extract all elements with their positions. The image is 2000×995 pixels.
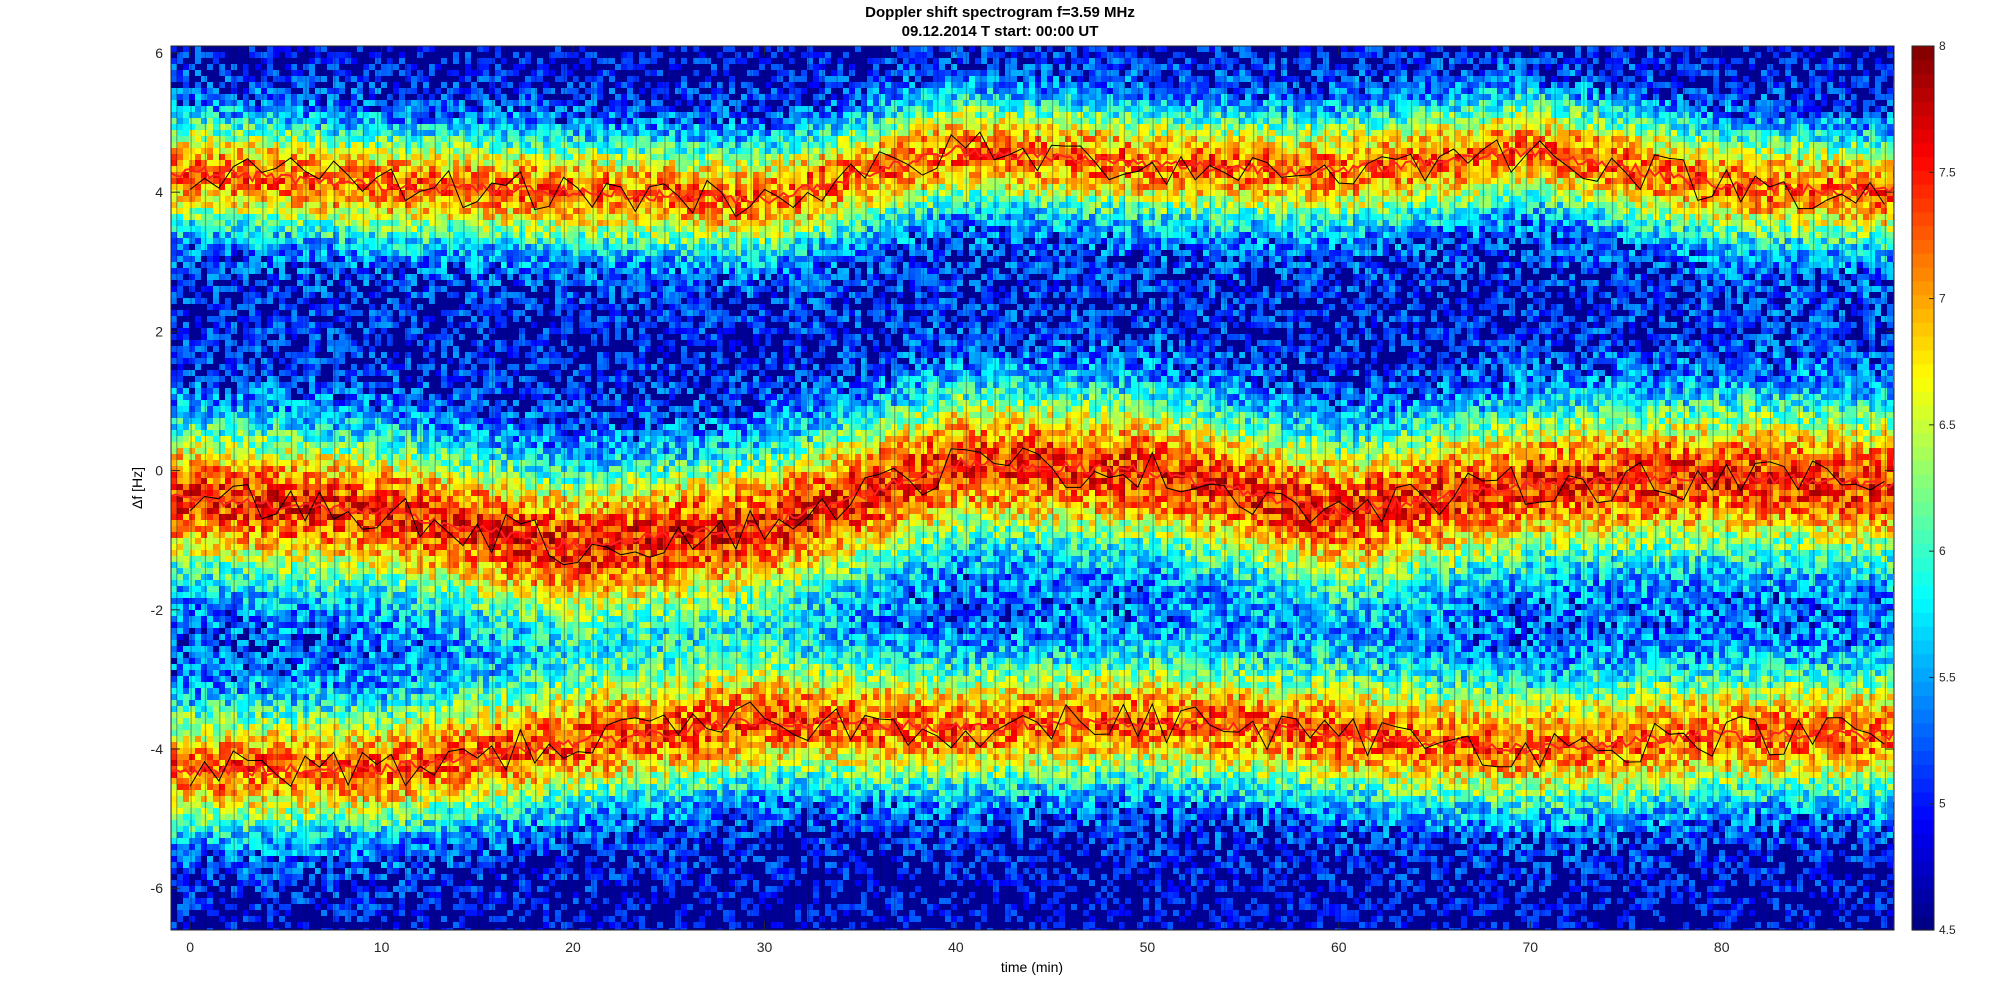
colorbar-segment [1912,916,1934,930]
colorbar-tick-label: 8 [1939,39,1946,53]
spectrogram-heatmap [171,46,1899,934]
colorbar-segment [1912,543,1934,557]
colorbar-segment [1912,115,1934,129]
colorbar-segment [1912,695,1934,709]
colorbar-segment [1912,74,1934,88]
colorbar-segment [1912,585,1934,599]
y-tick-label: -4 [151,741,164,757]
colorbar-segment [1912,612,1934,626]
colorbar-segment [1912,198,1934,212]
colorbar-segment [1912,640,1934,654]
y-axis-label: Δf [Hz] [129,467,145,509]
y-tick-label: 4 [155,184,163,200]
colorbar-tick-label: 6.5 [1939,418,1956,432]
colorbar-segment [1912,336,1934,350]
colorbar-segment [1912,433,1934,447]
colorbar-segment [1912,529,1934,543]
x-tick-label: 40 [948,939,964,955]
colorbar-tick-label: 5 [1939,797,1946,811]
colorbar-segment [1912,778,1934,792]
x-tick-label: 20 [565,939,581,955]
colorbar-segment [1912,308,1934,322]
colorbar-segment [1912,143,1934,157]
colorbar-segment [1912,723,1934,737]
colorbar-tick-label: 5.5 [1939,670,1956,684]
colorbar-segment [1912,184,1934,198]
colorbar-segment [1912,60,1934,74]
x-axis-label: time (min) [1001,959,1063,975]
colorbar-segment [1912,239,1934,253]
x-tick-label: 10 [374,939,390,955]
colorbar-tick-label: 7.5 [1939,165,1956,179]
x-tick-label: 60 [1331,939,1347,955]
colorbar-segment [1912,502,1934,516]
colorbar-segment [1912,101,1934,115]
colorbar-segment [1912,447,1934,461]
colorbar-segment [1912,571,1934,585]
y-tick-label: 6 [155,45,163,61]
x-tick-label: 80 [1714,939,1730,955]
colorbar-segment [1912,460,1934,474]
colorbar-segment [1912,226,1934,240]
x-tick-label: 50 [1140,939,1156,955]
colorbar-segment [1912,709,1934,723]
colorbar-segment [1912,626,1934,640]
colorbar-segment [1912,806,1934,820]
colorbar-segment [1912,557,1934,571]
y-tick-label: 0 [155,463,163,479]
x-tick-label: 70 [1522,939,1538,955]
colorbar-segment [1912,668,1934,682]
colorbar-segment [1912,737,1934,751]
colorbar-segment [1912,599,1934,613]
colorbar-segment [1912,350,1934,364]
colorbar-segment [1912,281,1934,295]
colorbar-segment [1912,391,1934,405]
colorbar-tick-label: 6 [1939,544,1946,558]
colorbar-segment [1912,750,1934,764]
colorbar-segment [1912,654,1934,668]
colorbar-segment [1912,212,1934,226]
colorbar-segment [1912,46,1934,60]
colorbar-segment [1912,516,1934,530]
colorbar-segment [1912,295,1934,309]
colorbar-tick-label: 4.5 [1939,923,1956,937]
colorbar-segment [1912,488,1934,502]
colorbar-segment [1912,378,1934,392]
colorbar-segment [1912,87,1934,101]
colorbar-segment [1912,833,1934,847]
colorbar-segment [1912,902,1934,916]
colorbar-segment [1912,129,1934,143]
colorbar-segment [1912,847,1934,861]
colorbar-segment [1912,405,1934,419]
colorbar-segment [1912,157,1934,171]
colorbar-segment [1912,322,1934,336]
colorbar-tick-label: 7 [1939,292,1946,306]
colorbar-segment [1912,267,1934,281]
colorbar-segment [1912,681,1934,695]
colorbar-segment [1912,875,1934,889]
colorbar-segment [1912,253,1934,267]
y-tick-label: 2 [155,323,163,339]
y-tick-label: -2 [151,602,164,618]
colorbar-segment [1912,474,1934,488]
colorbar-segment [1912,861,1934,875]
x-tick-label: 30 [757,939,773,955]
colorbar-segment [1912,419,1934,433]
colorbar-segment [1912,889,1934,903]
colorbar-segment [1912,820,1934,834]
y-tick-label: -6 [151,880,164,896]
colorbar-segment [1912,764,1934,778]
x-tick-label: 0 [186,939,194,955]
colorbar-segment [1912,364,1934,378]
